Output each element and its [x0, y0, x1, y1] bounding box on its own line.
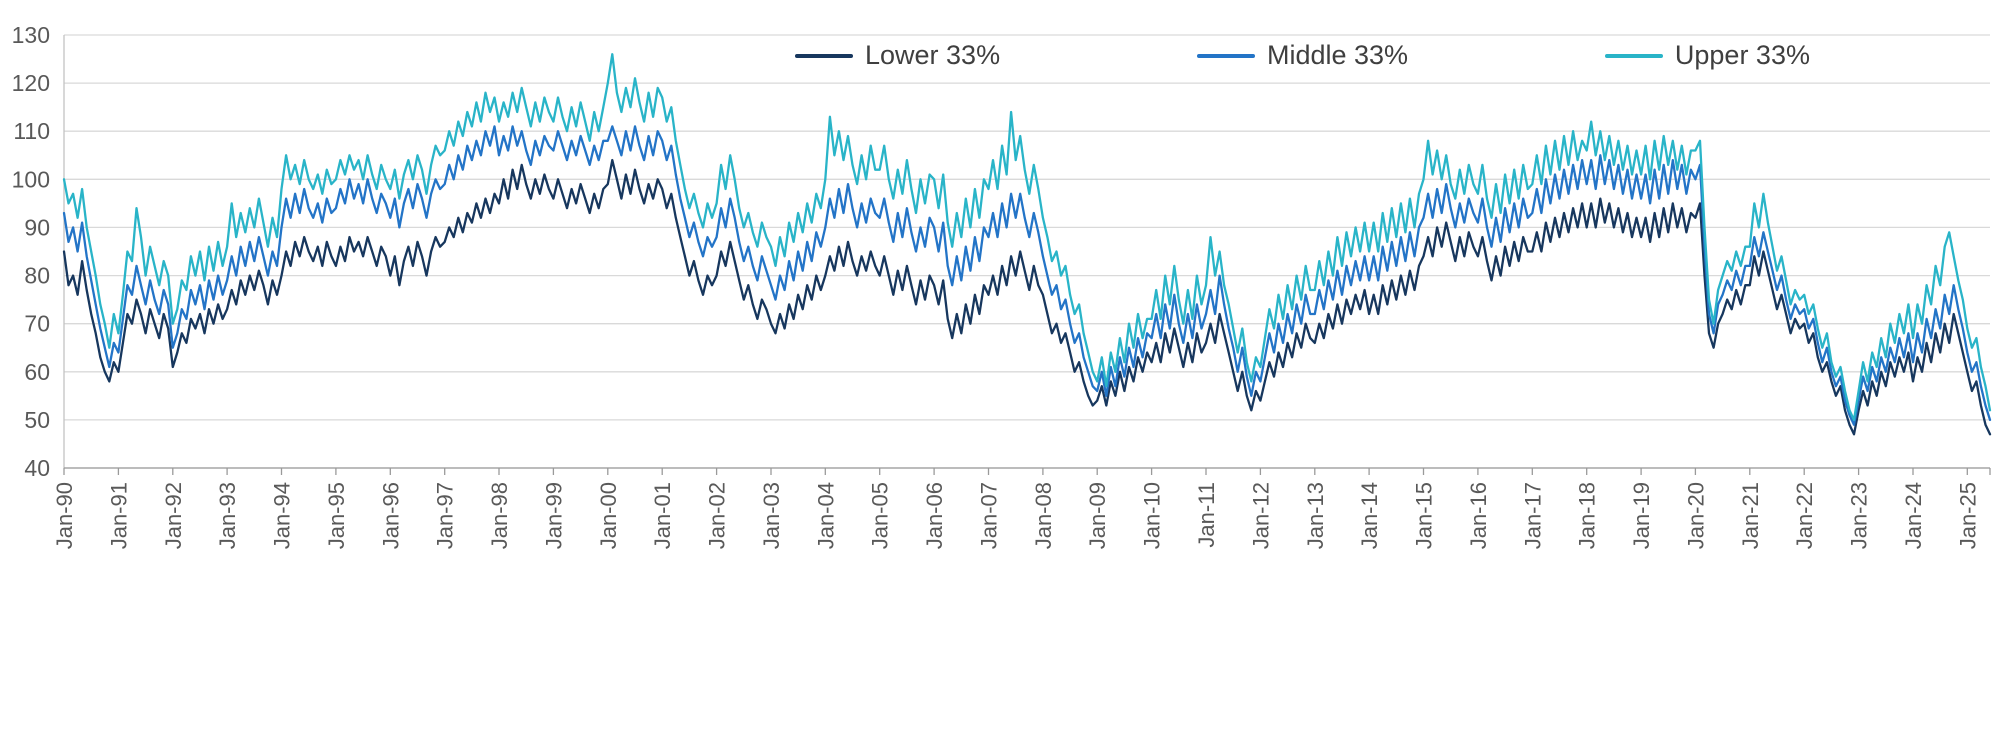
y-tick-label: 40: [24, 455, 50, 481]
y-tick-label: 50: [24, 407, 50, 433]
x-tick-label: Jan-99: [541, 482, 566, 549]
y-tick-label: 70: [24, 311, 50, 337]
y-tick-label: 80: [24, 263, 50, 289]
y-tick-label: 110: [13, 118, 50, 144]
series-line-middle-33: [62, 125, 1992, 426]
x-tick-label: Jan-12: [1248, 482, 1273, 549]
x-tick-label: Jan-25: [1955, 482, 1980, 549]
x-tick-label: Jan-09: [1085, 482, 1110, 549]
x-tick-label: Jan-08: [1031, 482, 1056, 549]
y-tick-label: 120: [12, 70, 50, 96]
x-tick-label: Jan-10: [1140, 482, 1165, 549]
x-tick-label: Jan-96: [378, 482, 403, 549]
x-tick-label: Jan-98: [487, 482, 512, 549]
x-tick-label: Jan-16: [1466, 482, 1491, 549]
x-tick-label: Jan-90: [52, 482, 77, 549]
x-tick-label: Jan-04: [813, 482, 838, 549]
x-tick-label: Jan-97: [433, 482, 458, 549]
x-tick-label: Jan-14: [1357, 482, 1382, 549]
x-tick-label: Jan-03: [759, 482, 784, 549]
y-tick-label: 100: [12, 166, 50, 192]
x-tick-label: Jan-20: [1683, 482, 1708, 549]
x-tick-label: Jan-17: [1520, 482, 1545, 549]
x-tick-label: Jan-05: [868, 482, 893, 549]
x-tick-label: Jan-18: [1575, 482, 1600, 549]
x-tick-label: Jan-13: [1303, 482, 1328, 549]
series-line-lower-33: [62, 158, 1992, 436]
y-tick-label: 130: [12, 22, 50, 48]
x-tick-label: Jan-00: [596, 482, 621, 549]
y-tick-label: 60: [24, 359, 50, 385]
x-tick-label: Jan-01: [650, 482, 675, 549]
x-tick-label: Jan-24: [1901, 482, 1926, 549]
x-tick-label: Jan-22: [1792, 482, 1817, 549]
x-tick-label: Jan-19: [1629, 482, 1654, 549]
x-tick-label: Jan-94: [270, 482, 295, 549]
x-tick-label: Jan-11: [1194, 482, 1219, 548]
x-tick-label: Jan-91: [106, 482, 131, 549]
x-tick-label: Jan-23: [1847, 482, 1872, 549]
series-line-upper-33: [62, 53, 1992, 422]
x-tick-label: Jan-21: [1738, 482, 1763, 549]
x-tick-label: Jan-02: [705, 482, 730, 549]
x-tick-label: Jan-15: [1412, 482, 1437, 549]
x-tick-label: Jan-92: [161, 482, 186, 549]
y-tick-label: 90: [24, 214, 50, 240]
x-tick-label: Jan-06: [922, 482, 947, 549]
x-tick-label: Jan-93: [215, 482, 240, 549]
x-tick-label: Jan-95: [324, 482, 349, 549]
x-tick-label: Jan-07: [977, 482, 1002, 549]
